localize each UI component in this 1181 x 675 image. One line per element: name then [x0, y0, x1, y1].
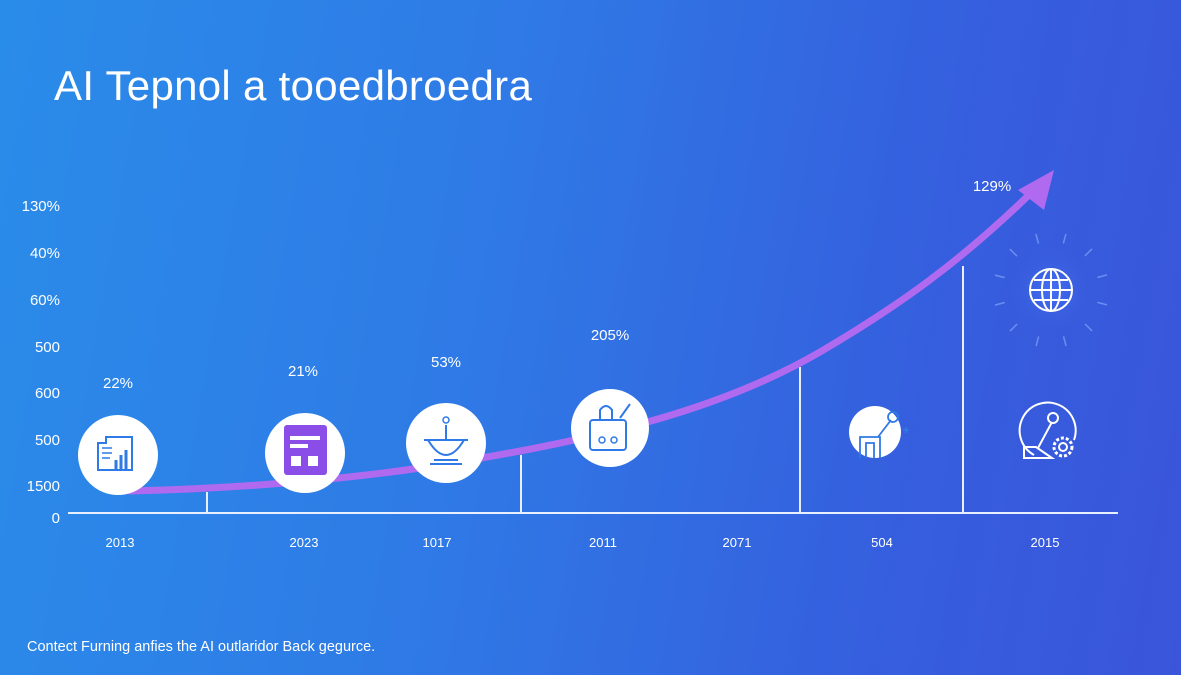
trend-arrowhead	[1018, 170, 1054, 210]
disk-gear-icon	[1018, 401, 1077, 459]
y-tick-label: 60%	[30, 292, 60, 309]
y-tick-label: 600	[35, 385, 60, 402]
data-label: 21%	[288, 363, 318, 380]
x-tick-label: 1017	[423, 535, 452, 550]
y-tick-label: 130%	[22, 198, 60, 215]
footer-note: Contect Furning anfies the AI outlaridor…	[27, 639, 376, 655]
robot-arm-icon	[849, 406, 909, 458]
data-label: 129%	[973, 178, 1011, 195]
y-tick-label: 500	[35, 432, 60, 449]
page-title: AI Tepnol a tooedbroedra	[54, 62, 533, 109]
robot-icon	[571, 389, 649, 467]
data-label: 53%	[431, 354, 461, 371]
lamp-icon	[406, 403, 486, 483]
globe-icon	[994, 233, 1108, 347]
y-tick-label: 0	[52, 510, 60, 527]
data-label: 205%	[591, 327, 629, 344]
y-tick-label: 1500	[27, 478, 60, 495]
x-tick-label: 504	[871, 535, 893, 550]
x-tick-label: 2015	[1031, 535, 1060, 550]
notepad-icon	[265, 413, 345, 493]
data-label: 22%	[103, 375, 133, 392]
x-tick-label: 2023	[290, 535, 319, 550]
y-tick-label: 500	[35, 339, 60, 356]
x-tick-label: 2011	[589, 535, 617, 550]
chart-document-icon	[78, 415, 158, 495]
x-tick-label: 2071	[723, 535, 752, 550]
x-tick-label: 2013	[106, 535, 135, 550]
y-tick-label: 40%	[30, 245, 60, 262]
